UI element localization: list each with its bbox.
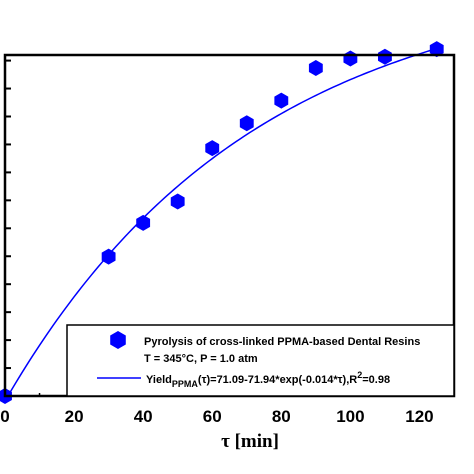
x-tick-label: 80 xyxy=(272,407,291,426)
data-point xyxy=(343,50,358,67)
legend-fit-prefix: Yield xyxy=(146,374,172,386)
legend-fit-main: (τ)=71.09-71.94*exp(-0.014*τ),R xyxy=(198,374,357,386)
data-point xyxy=(239,115,254,132)
legend-fit-label: YieldPPMA(τ)=71.09-71.94*exp(-0.014*τ),R… xyxy=(146,370,390,389)
data-point xyxy=(101,248,116,265)
data-point xyxy=(429,41,444,58)
points-layer xyxy=(0,41,444,404)
data-point xyxy=(205,140,220,157)
x-tick-label: 20 xyxy=(65,407,84,426)
x-tick-label: 40 xyxy=(134,407,153,426)
legend-fit-superscript: 2 xyxy=(357,370,362,380)
data-point xyxy=(274,92,289,109)
data-point xyxy=(308,60,323,77)
legend-series-label: Pyrolysis of cross-linked PPMA-based Den… xyxy=(144,336,420,348)
x-tick-label: 120 xyxy=(405,407,433,426)
legend-box xyxy=(66,324,455,397)
x-tick-label: 60 xyxy=(203,407,222,426)
legend-fit-tail: =0.98 xyxy=(362,374,390,386)
legend-conditions-label: T = 345°C, P = 1.0 atm xyxy=(144,353,258,365)
legend: Pyrolysis of cross-linked PPMA-based Den… xyxy=(66,324,455,397)
fit-curve-line xyxy=(4,47,437,402)
x-tick-label: 100 xyxy=(336,407,364,426)
curve-layer xyxy=(4,47,437,402)
legend-fit-subscript: PPMA xyxy=(172,379,199,389)
x-axis-title: τ [min] xyxy=(221,431,279,452)
data-point xyxy=(377,48,392,65)
x-tick-label: 0 xyxy=(0,407,9,426)
legend-hexagon-marker xyxy=(110,331,126,349)
data-point xyxy=(136,214,151,231)
data-point xyxy=(170,193,185,210)
